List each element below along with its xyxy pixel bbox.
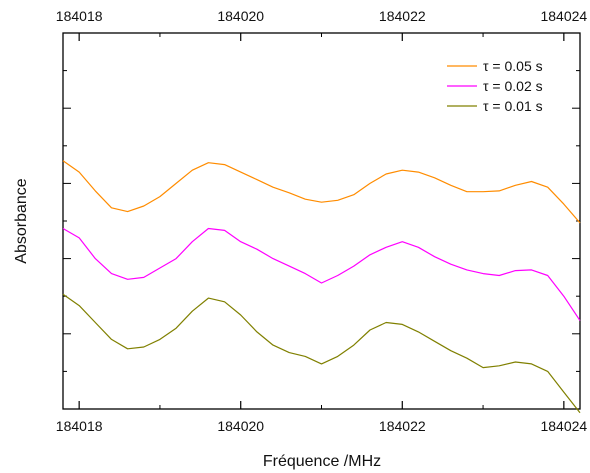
x-tick-label-top: 184018 — [56, 8, 103, 24]
series-layer — [62, 160, 581, 414]
x-tick-label-top: 184022 — [379, 8, 426, 24]
x-tick-label-bottom: 184024 — [540, 418, 587, 434]
series-line-1 — [62, 227, 581, 321]
series-line-2 — [62, 293, 581, 414]
legend: τ = 0.05 s τ = 0.02 s τ = 0.01 s — [447, 58, 543, 114]
legend-label-0: τ = 0.05 s — [483, 58, 543, 74]
x-tick-label-top: 184020 — [217, 8, 264, 24]
series-line-0 — [62, 160, 581, 224]
x-tick-label-bottom: 184018 — [56, 418, 103, 434]
x-axis-label: Fréquence /MHz — [263, 453, 381, 470]
legend-label-1: τ = 0.02 s — [483, 78, 543, 94]
y-axis-label: Absorbance — [13, 178, 30, 263]
legend-label-2: τ = 0.01 s — [483, 98, 543, 114]
x-tick-label-top: 184024 — [540, 8, 587, 24]
x-tick-label-bottom: 184020 — [217, 418, 264, 434]
ticks-layer: 184018 184018 184020 184020 184022 184022 1840… — [56, 8, 588, 434]
x-tick-label-bottom: 184022 — [379, 418, 426, 434]
